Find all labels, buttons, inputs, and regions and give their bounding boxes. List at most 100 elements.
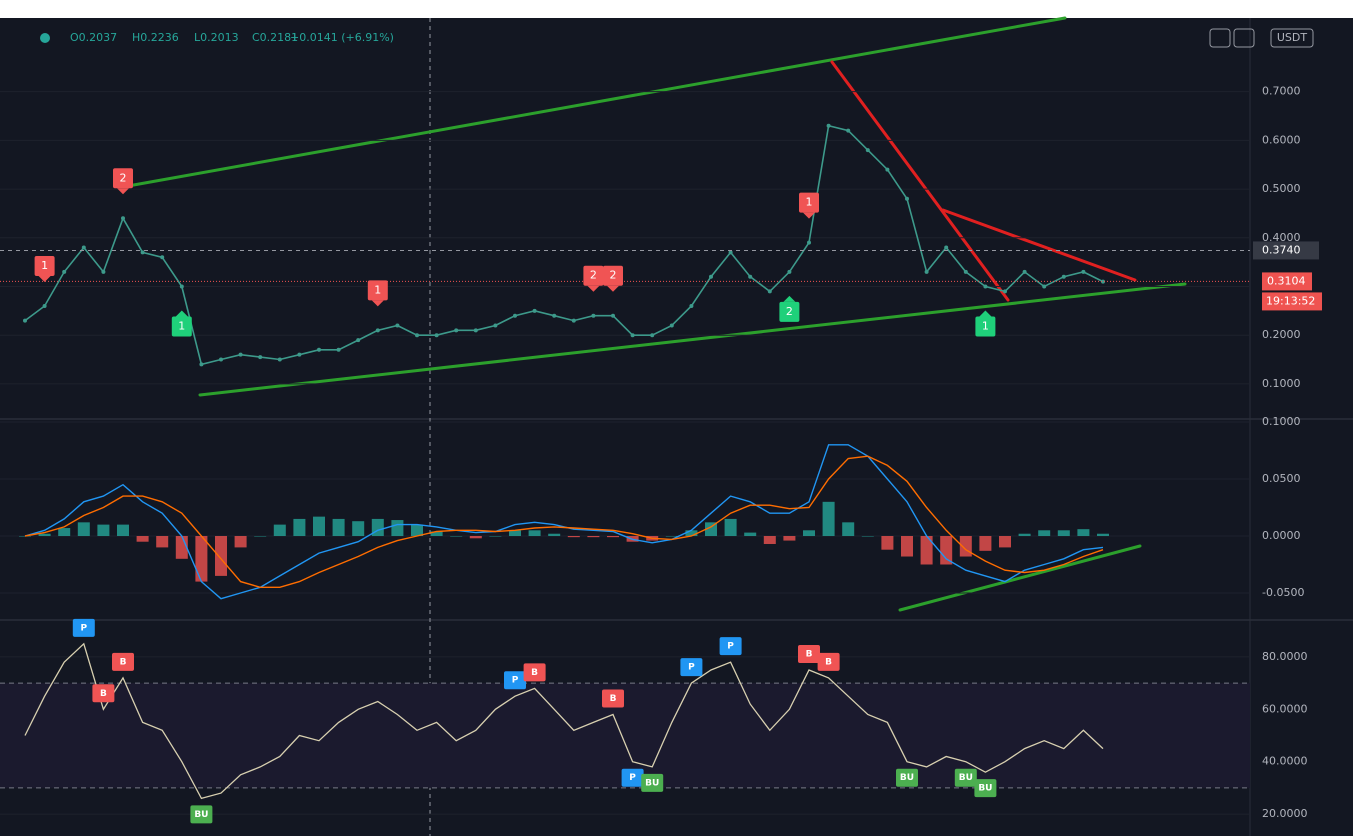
price-point — [807, 240, 811, 245]
last-price-badge — [1262, 272, 1312, 291]
histogram-bar — [901, 536, 913, 557]
histogram-bar — [940, 536, 953, 565]
price-point — [591, 313, 596, 318]
rsi-signal-label: B — [610, 694, 617, 704]
price-point — [140, 250, 145, 255]
rsi-signal-label: P — [80, 623, 87, 633]
histogram-bar — [979, 536, 992, 551]
countdown-badge — [1262, 292, 1322, 311]
histogram-bar — [77, 522, 90, 537]
histogram-bar — [548, 533, 561, 537]
y-tick-label: 80.0000 — [1262, 650, 1308, 663]
y-tick-label: 40.0000 — [1262, 755, 1308, 768]
rsi-signal-label: B — [100, 689, 107, 699]
histogram-bar — [1057, 530, 1070, 537]
rsi-signal-marker — [92, 684, 115, 703]
ohlc-low: L0.2013 — [194, 31, 239, 44]
signal-pointer — [979, 310, 992, 317]
y-tick-label: 0.2000 — [1262, 328, 1301, 341]
y-tick-label: 0.7000 — [1262, 85, 1301, 98]
histogram-bar — [411, 524, 423, 537]
y-tick-label: 0.5000 — [1262, 182, 1301, 195]
signal-marker — [603, 265, 623, 286]
rsi-signal-marker — [72, 618, 95, 637]
y-tick-label: 0.6000 — [1262, 133, 1301, 146]
price-point — [552, 313, 557, 318]
y-tick-label: 0.0000 — [1262, 529, 1301, 542]
price-point — [317, 347, 321, 352]
rsi-signal-marker — [896, 768, 918, 787]
signal-label: 2 — [120, 171, 127, 184]
price-point — [258, 355, 263, 360]
price-point — [415, 333, 419, 338]
signal-marker — [367, 280, 388, 301]
y-tick-label: 20.0000 — [1262, 807, 1308, 820]
fullscreen-button[interactable] — [1233, 28, 1255, 48]
price-point — [865, 148, 870, 153]
price-point — [42, 303, 47, 308]
histogram-bar — [117, 524, 129, 537]
ohlc-high: H0.2236 — [132, 31, 179, 44]
price-point — [473, 328, 478, 333]
line-series — [24, 124, 1104, 366]
download-button[interactable] — [1209, 28, 1231, 48]
signal-pointer — [38, 275, 51, 282]
price-point — [277, 357, 282, 362]
histogram-bar — [1038, 530, 1051, 537]
rsi-signal-marker — [817, 652, 840, 671]
crosshair-label: 0.3740 — [1262, 243, 1301, 256]
price-point — [905, 196, 909, 201]
price-point — [532, 308, 537, 313]
signal-marker — [113, 168, 133, 189]
histogram-bar — [744, 532, 757, 537]
price-point — [238, 352, 243, 357]
histogram-bar — [450, 536, 463, 537]
rsi-signal-marker — [974, 779, 997, 798]
histogram-bar — [254, 536, 267, 537]
price-point — [395, 323, 400, 328]
y-tick-label: 0.0500 — [1262, 472, 1301, 485]
histogram-bar — [842, 522, 855, 537]
rsi-signal-marker — [523, 663, 546, 682]
histogram-bar — [783, 536, 796, 541]
currency-button[interactable] — [1270, 28, 1314, 48]
price-point — [1003, 289, 1007, 294]
ohlc-close: C0.2181 — [252, 31, 298, 44]
histogram-bar — [685, 530, 698, 537]
y-tick-label: 0.4000 — [1262, 231, 1301, 244]
histogram-bar — [489, 536, 502, 537]
crosshair-badge — [1253, 241, 1319, 260]
signal-marker — [171, 316, 192, 337]
rsi-signal-marker — [954, 768, 977, 787]
rsi-signal-label: P — [512, 676, 519, 686]
signal-label: 1 — [806, 196, 813, 209]
histogram-bar — [665, 536, 678, 537]
histogram-bar — [803, 530, 815, 537]
price-point — [513, 313, 517, 318]
signal-marker — [779, 301, 800, 322]
rsi-signal-label: BU — [900, 773, 914, 783]
status-dot — [40, 33, 50, 43]
signal-pointer — [587, 285, 600, 292]
currency-label: USDT — [1277, 31, 1308, 44]
price-point — [630, 333, 635, 338]
countdown-label: 19:13:52 — [1266, 294, 1315, 307]
line-series — [24, 642, 1104, 800]
price-point — [297, 352, 302, 357]
price-point — [767, 289, 772, 294]
signal-marker — [975, 316, 996, 337]
price-point — [23, 318, 27, 323]
histogram-bar — [136, 536, 149, 542]
y-tick-label: 60.0000 — [1262, 702, 1308, 715]
rsi-signal-marker — [190, 805, 213, 824]
price-point — [611, 313, 615, 318]
histogram-bar — [607, 536, 619, 538]
price-point — [101, 269, 106, 274]
rsi-signal-marker — [680, 658, 703, 677]
rsi-signal-label: P — [688, 663, 695, 673]
histogram-bar — [587, 536, 600, 538]
signal-label: 1 — [41, 259, 48, 272]
signal-label: 2 — [786, 305, 793, 318]
rsi-signal-label: BU — [978, 784, 992, 794]
ohlc-change: +0.0141 (+6.91%) — [290, 31, 394, 44]
